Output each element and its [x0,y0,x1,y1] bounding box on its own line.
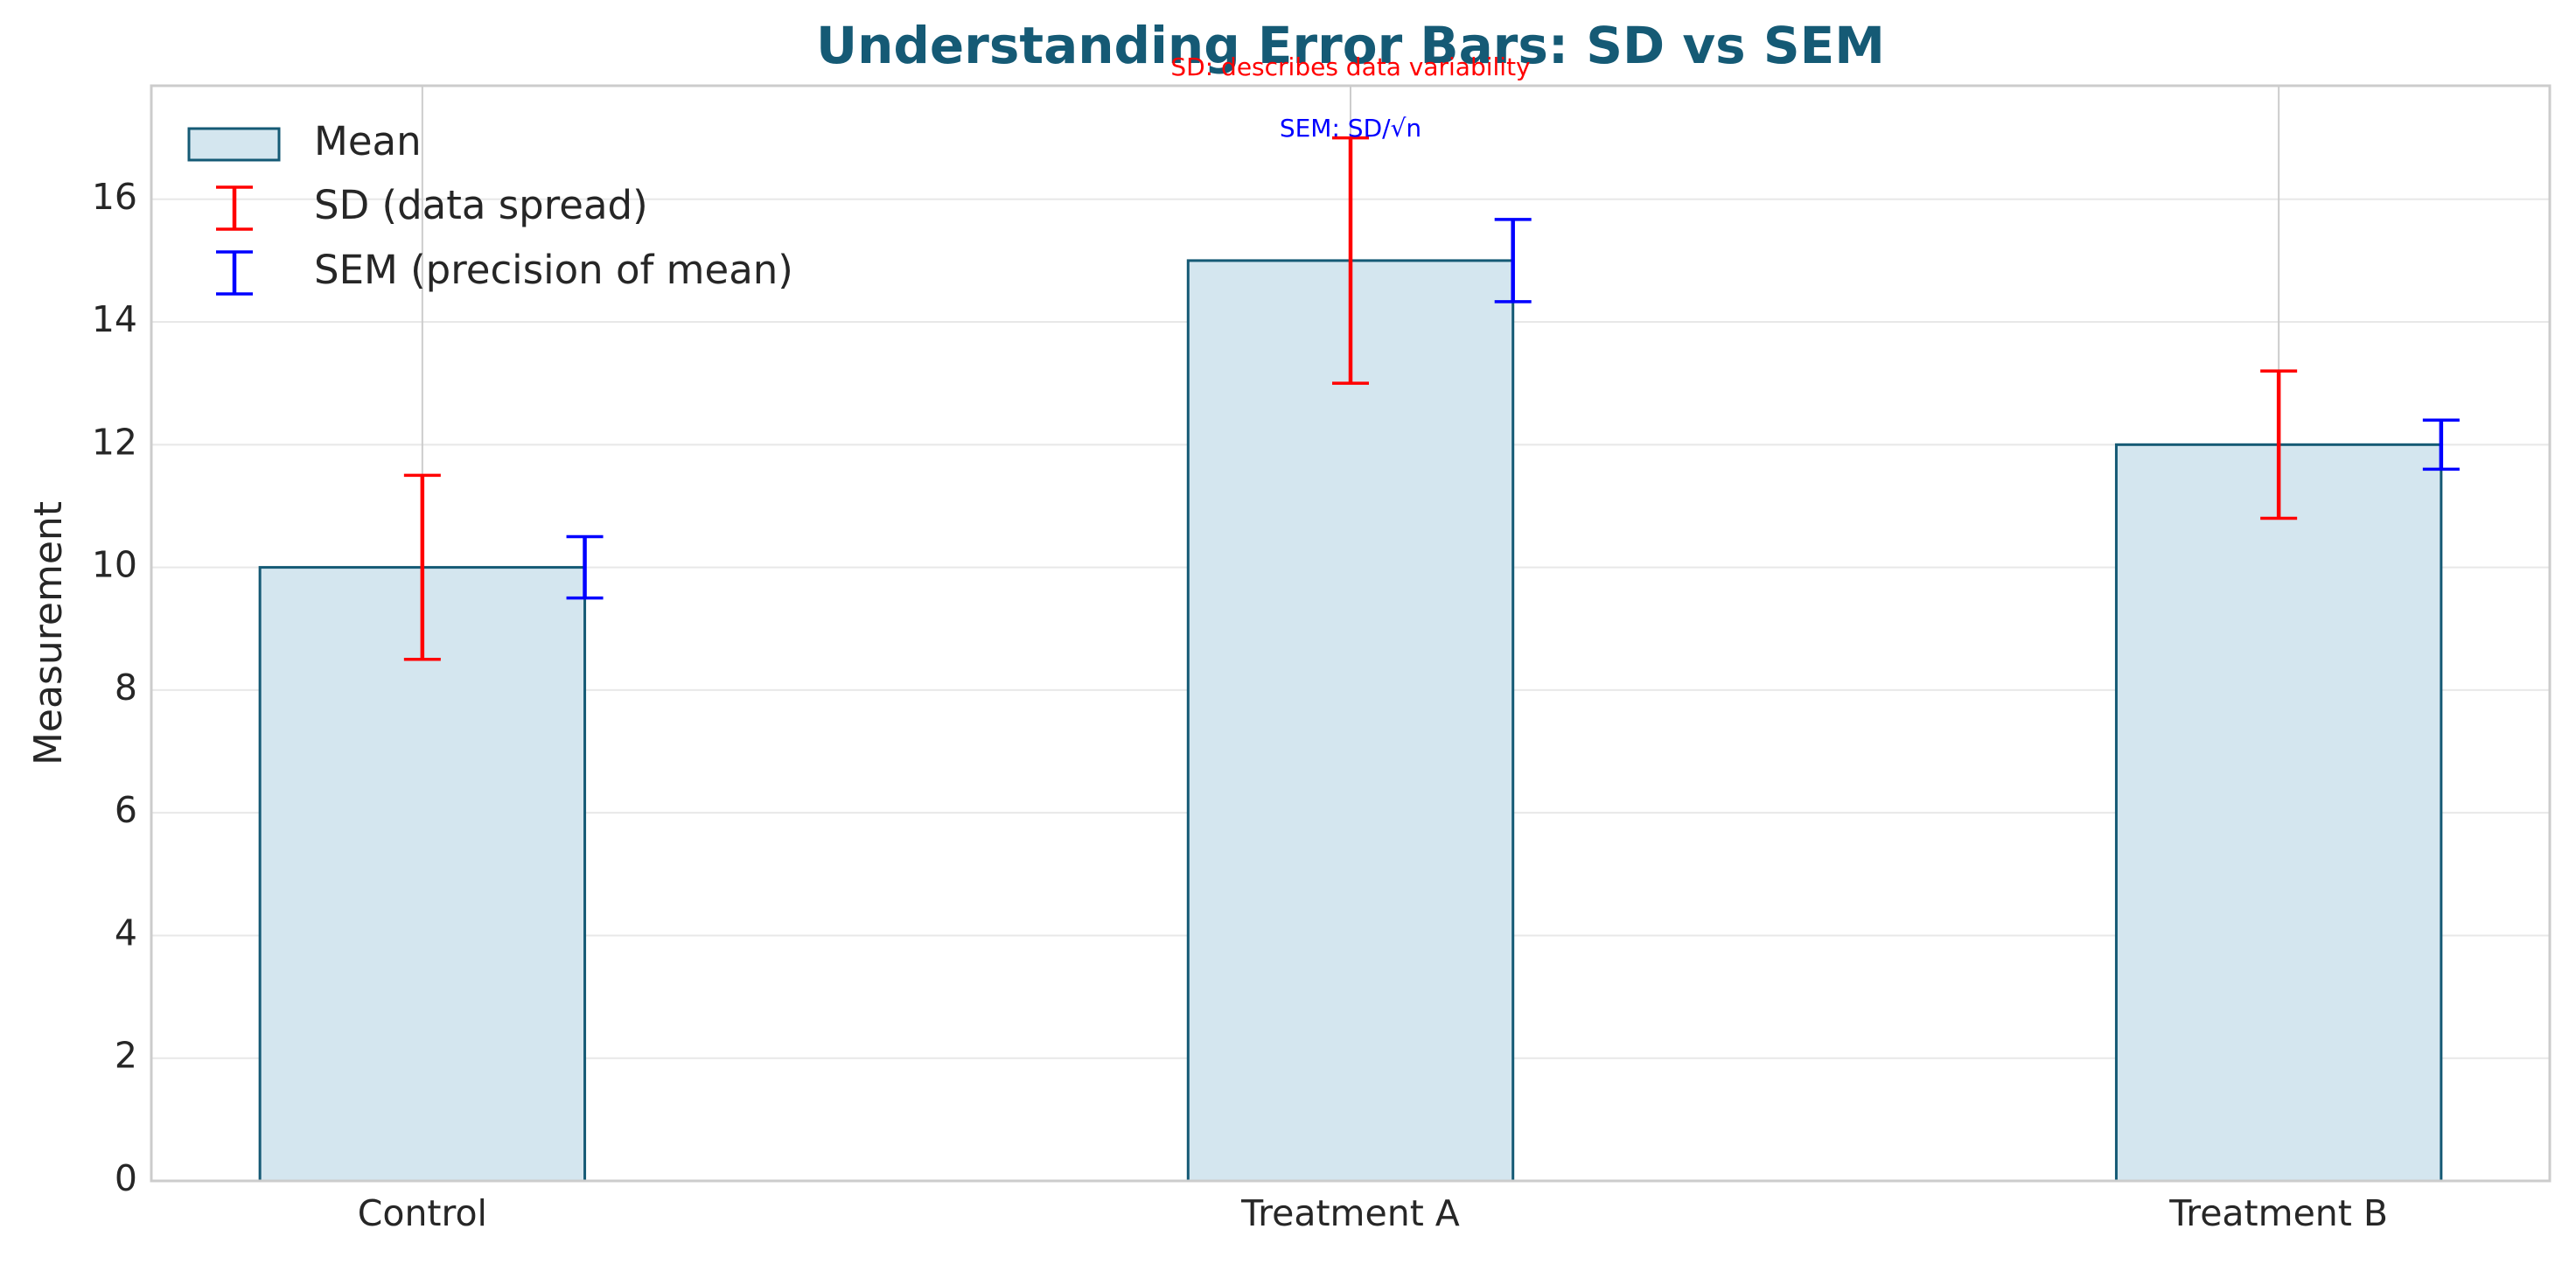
error-bar [2260,369,2298,520]
y-tick-label: 10 [92,544,137,586]
y-tick-label: 2 [115,1035,137,1077]
bar [2114,443,2443,1183]
error-bar [1494,218,1532,304]
error-bar [2422,418,2460,471]
y-axis-label: Measurement [26,501,71,765]
chart-title: Understanding Error Bars: SD vs SEM [816,16,1885,75]
y-tick-label: 0 [115,1157,137,1199]
legend-label: Mean [314,118,422,164]
error-bar [566,534,604,600]
error-bar [1332,136,1369,385]
y-tick-label: 8 [115,667,137,709]
annotation: SD: describes data variability [1170,52,1530,81]
plot-frame [150,84,2552,1183]
y-tick-label: 16 [92,176,137,218]
y-tick-label: 6 [115,789,137,831]
legend-label: SEM (precision of mean) [314,247,793,293]
legend-label: SD (data spread) [314,182,648,228]
annotation: SEM: SD/√n [1280,114,1421,143]
legend-icon [216,185,253,231]
y-tick-label: 4 [115,911,137,953]
error-bar [403,473,441,661]
legend-icon [216,250,253,296]
x-tick-label: Treatment A [1240,1192,1460,1234]
y-tick-label: 12 [92,421,137,463]
legend-swatch [187,127,281,162]
x-tick-label: Control [358,1192,487,1234]
x-tick-label: Treatment B [2168,1192,2388,1234]
y-tick-label: 14 [92,298,137,340]
bar [1186,259,1515,1183]
